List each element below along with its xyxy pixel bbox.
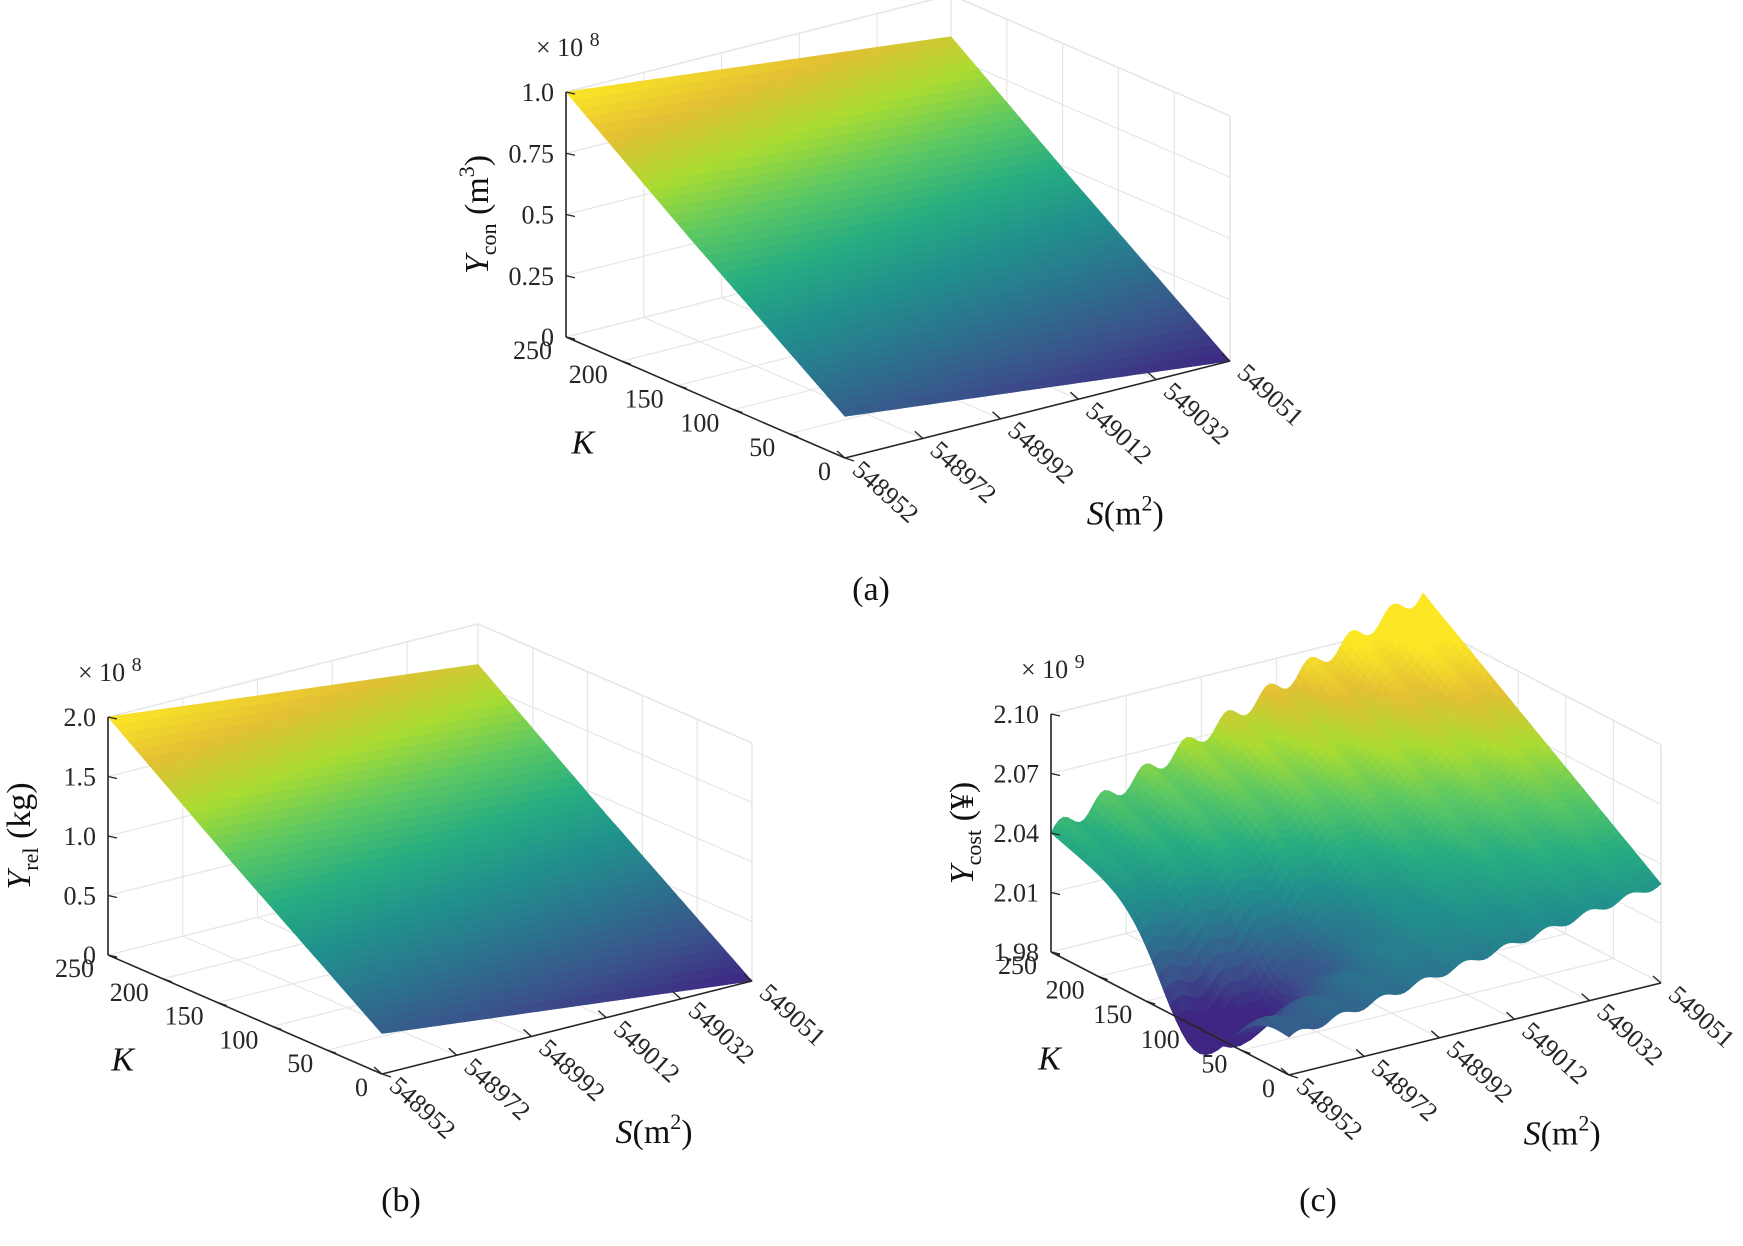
exponent-label: × 10 8: [536, 29, 600, 62]
s-tick-label: 548952: [847, 455, 924, 529]
s-tick-label: 549032: [1158, 377, 1235, 451]
k-axis-label: K: [571, 424, 597, 461]
s-axis-label: S(m2): [1087, 491, 1164, 533]
z-tick-label: 1.0: [522, 78, 555, 107]
panel-caption: (a): [852, 571, 890, 608]
k-tick: [844, 457, 855, 462]
box-edge: [565, 0, 935, 93]
surface: [565, 36, 1231, 417]
grid-line: [643, 316, 924, 439]
z-tick: [565, 213, 576, 218]
z-tick: [565, 152, 576, 156]
k-tick-label: 200: [569, 360, 608, 389]
s-tick-label: 548972: [925, 435, 1002, 509]
s-tick-label: 549051: [1232, 358, 1309, 432]
s-tick-label: 548992: [1003, 416, 1080, 490]
k-tick-label: 250: [513, 336, 552, 365]
z-axis-label: Ycon (m3): [454, 155, 501, 274]
z-tick-label: 0.25: [509, 262, 555, 291]
k-tick-label: 0: [818, 457, 831, 486]
grid-line: [950, 55, 1231, 178]
surface: [107, 664, 753, 1034]
k-tick-label: 150: [625, 384, 664, 413]
panel-b: 00.51.01.52.0050100150200250548952548972…: [1, 623, 831, 1219]
z-tick-label: 0.75: [509, 139, 555, 168]
z-tick-label: 0.5: [522, 201, 555, 230]
box-edge: [960, 0, 1231, 117]
k-tick-label: 100: [680, 409, 719, 438]
k-tick-label: 50: [749, 433, 775, 462]
z-tick: [565, 275, 576, 279]
s-tick-label: 549012: [1080, 396, 1157, 470]
